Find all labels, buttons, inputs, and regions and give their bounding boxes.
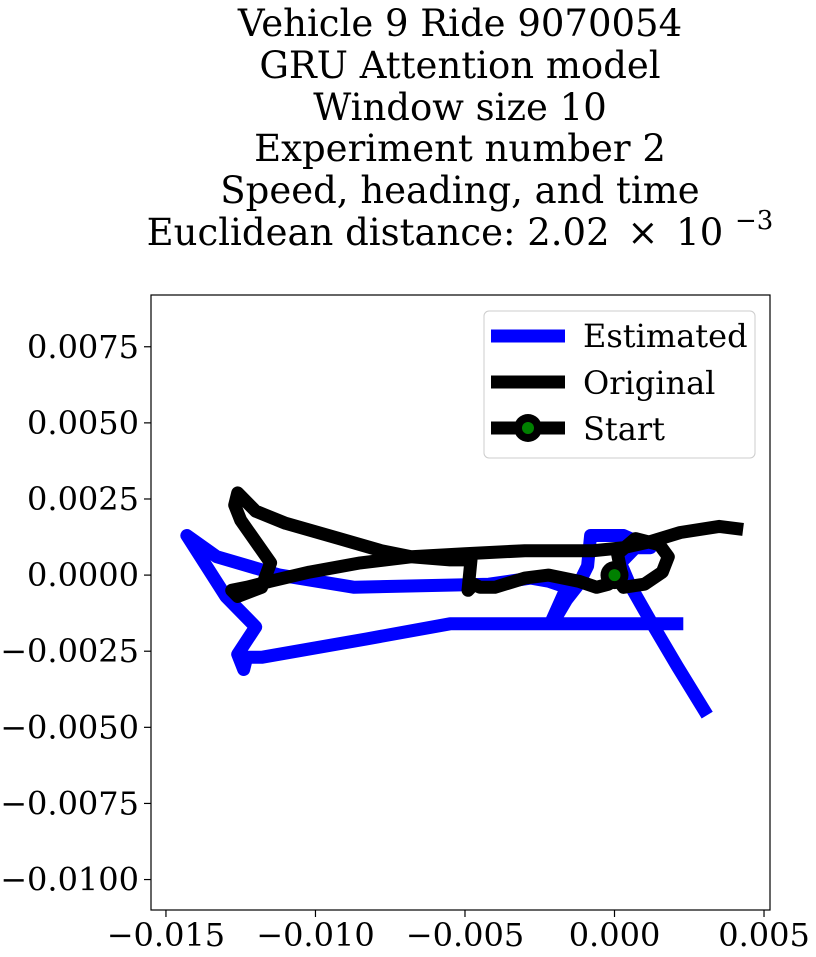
y-tick-label: −0.0050 bbox=[0, 708, 139, 746]
title-line-2: GRU Attention model bbox=[259, 44, 660, 87]
x-tick-label: −0.010 bbox=[256, 916, 374, 954]
title-line-5: Speed, heading, and time bbox=[220, 169, 699, 212]
y-tick-label: 0.0075 bbox=[27, 328, 139, 366]
x-tick-label: −0.005 bbox=[406, 916, 524, 954]
y-tick-label: −0.0100 bbox=[0, 861, 139, 899]
title-line-4: Experiment number 2 bbox=[254, 127, 666, 170]
title-line-6: Euclidean distance: 2.02 × 10 −3 bbox=[147, 206, 774, 254]
title-metric-exponent: −3 bbox=[735, 206, 773, 236]
y-tick-label: −0.0075 bbox=[0, 784, 139, 822]
legend: Estimated Original Start bbox=[483, 310, 756, 459]
title-metric-times: × bbox=[627, 211, 658, 254]
legend-box bbox=[483, 310, 756, 459]
start-marker-dot bbox=[608, 569, 621, 582]
legend-label-start: Start bbox=[583, 410, 665, 448]
chart-title: Vehicle 9 Ride 9070054 GRU Attention mod… bbox=[147, 2, 774, 254]
legend-label-estimated: Estimated bbox=[583, 317, 748, 355]
y-tick-label: −0.0025 bbox=[0, 632, 139, 670]
legend-swatch-start-dot bbox=[522, 422, 534, 434]
title-metric-prefix: Euclidean distance: 2.02 bbox=[147, 211, 610, 254]
y-tick-label: 0.0025 bbox=[27, 480, 139, 518]
title-metric-base: 10 bbox=[676, 211, 723, 254]
y-tick-label: 0.0050 bbox=[27, 404, 139, 442]
y-axis: 0.0075 0.0050 0.0025 0.0000 −0.0025 −0.0050 −0… bbox=[0, 328, 151, 899]
y-tick-label: 0.0000 bbox=[27, 556, 139, 594]
series-layer bbox=[180, 486, 744, 719]
title-line-3: Window size 10 bbox=[313, 86, 607, 129]
x-axis: −0.015 −0.010 −0.005 0.000 0.005 bbox=[107, 910, 810, 954]
x-tick-label: 0.000 bbox=[569, 916, 661, 954]
legend-label-original: Original bbox=[583, 364, 715, 402]
x-tick-label: −0.015 bbox=[107, 916, 225, 954]
plot-area bbox=[150, 294, 771, 911]
title-line-1: Vehicle 9 Ride 9070054 bbox=[237, 2, 682, 45]
plot-frame bbox=[150, 294, 771, 911]
x-tick-label: 0.005 bbox=[718, 916, 810, 954]
